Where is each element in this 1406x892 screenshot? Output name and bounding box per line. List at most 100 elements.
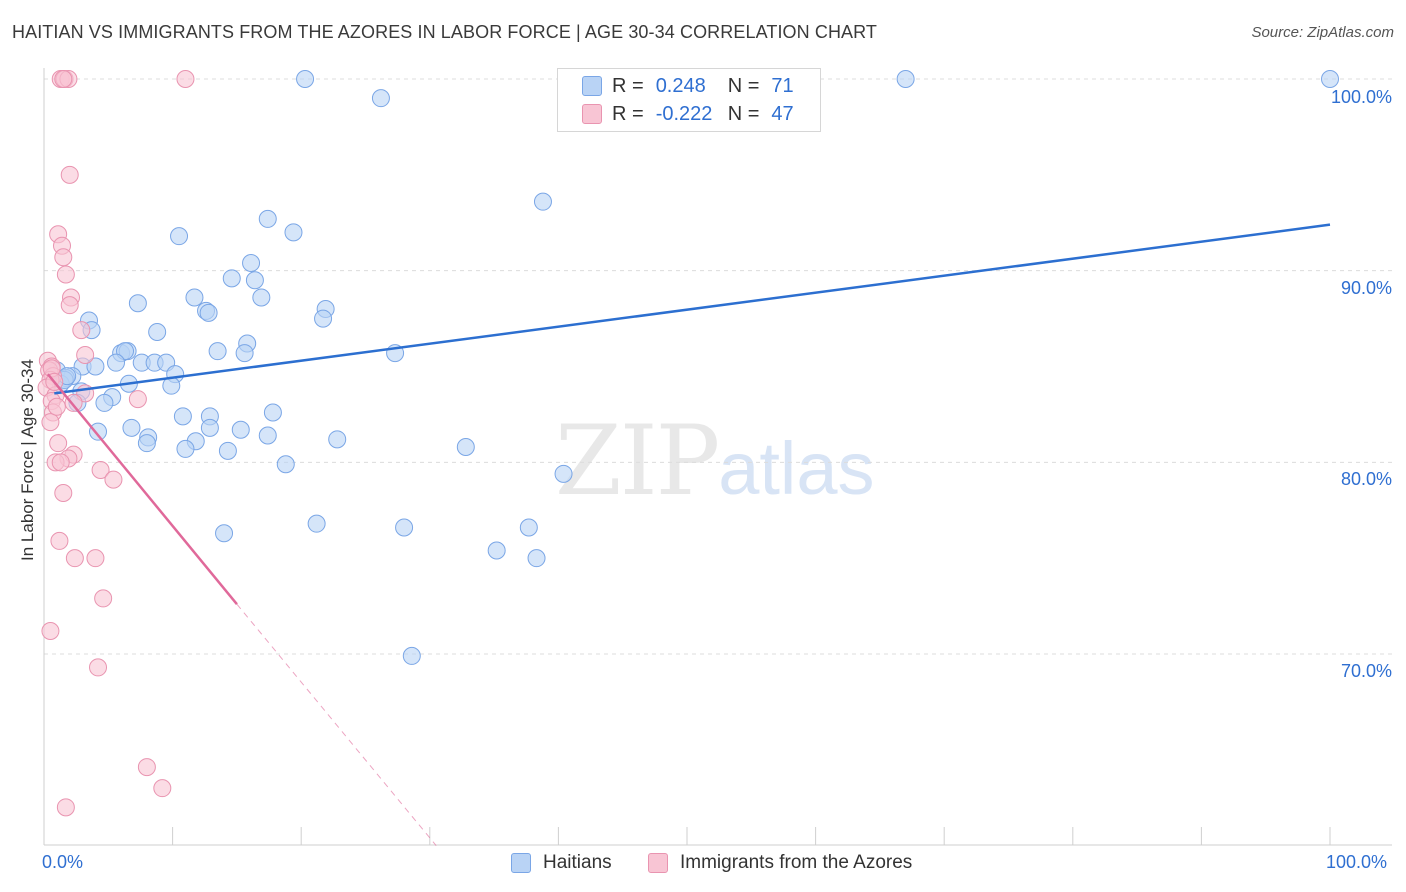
haitians-point-4 bbox=[533, 192, 552, 211]
azores-point-13 bbox=[76, 346, 95, 365]
haitians-point-66 bbox=[215, 524, 234, 543]
r-value: 0.248 bbox=[655, 74, 706, 97]
haitians-point-56 bbox=[89, 422, 108, 441]
x-tick-label-100: 100.0% bbox=[1326, 852, 1388, 872]
blue-swatch bbox=[511, 853, 531, 873]
azores-point-43 bbox=[56, 798, 75, 817]
haitians-point-12 bbox=[252, 288, 271, 307]
haitians-point-49 bbox=[122, 418, 141, 437]
azores-point-34 bbox=[54, 484, 73, 503]
azores-point-3 bbox=[54, 70, 73, 88]
azores-point-5 bbox=[60, 165, 79, 184]
azores-point-4 bbox=[176, 70, 195, 88]
trend-lines bbox=[46, 223, 1331, 846]
legend-label-haitians: Haitians bbox=[543, 852, 612, 873]
haitians-point-2 bbox=[1321, 70, 1339, 88]
watermark-zip: ZIP bbox=[555, 405, 720, 517]
azores-point-32 bbox=[91, 461, 110, 480]
haitians-point-68 bbox=[527, 549, 546, 568]
r-label: R = bbox=[612, 102, 644, 125]
axes bbox=[43, 68, 1392, 846]
correlation-legend: R = 0.248 N = 71 R = -0.222 N = 47 bbox=[557, 68, 821, 132]
pink-swatch bbox=[582, 104, 602, 124]
r-value: -0.222 bbox=[655, 102, 713, 125]
azores-point-11 bbox=[60, 296, 79, 315]
haitians-point-51 bbox=[231, 420, 250, 439]
y-tick-label-80: 80.0% bbox=[1340, 469, 1392, 489]
azores-point-26 bbox=[41, 413, 60, 432]
chart-title: HAITIAN VS IMMIGRANTS FROM THE AZORES IN… bbox=[12, 22, 878, 42]
legend-row-azores: R = -0.222 N = 47 bbox=[582, 101, 794, 127]
haitians-point-8 bbox=[222, 269, 241, 288]
azores-point-35 bbox=[50, 531, 69, 550]
legend-label-azores: Immigrants from the Azores bbox=[680, 852, 913, 873]
haitians-point-5 bbox=[258, 209, 277, 228]
haitians-point-26 bbox=[235, 344, 254, 363]
azores-point-39 bbox=[41, 622, 60, 641]
haitians-point-0 bbox=[296, 70, 315, 88]
haitians-point-20 bbox=[148, 323, 167, 342]
azores-point-8 bbox=[54, 248, 73, 267]
haitians-point-65 bbox=[519, 518, 538, 537]
haitians-point-62 bbox=[554, 464, 573, 483]
azores-point-33 bbox=[104, 470, 123, 489]
azores-trend-line bbox=[46, 373, 238, 605]
azores-point-12 bbox=[72, 321, 91, 340]
azores-point-42 bbox=[153, 779, 172, 798]
haitians-point-63 bbox=[307, 514, 326, 533]
y-tick-label-70: 70.0% bbox=[1340, 661, 1392, 681]
azores-point-40 bbox=[89, 658, 108, 677]
haitians-point-3 bbox=[371, 89, 390, 108]
r-label: R = bbox=[612, 74, 644, 97]
azores-point-27 bbox=[49, 434, 68, 453]
legend-item-haitians: Haitians bbox=[511, 852, 612, 874]
watermark: ZIPatlas bbox=[555, 405, 875, 517]
haitians-point-59 bbox=[218, 441, 237, 460]
azores-trend-extension bbox=[236, 603, 437, 846]
haitians-point-67 bbox=[487, 541, 506, 560]
haitians-point-50 bbox=[200, 418, 219, 437]
chart-source: Source: ZipAtlas.com bbox=[1251, 24, 1394, 41]
azores-points bbox=[37, 70, 195, 817]
azores-point-9 bbox=[56, 265, 75, 284]
y-tick-label-100: 100.0% bbox=[1330, 87, 1392, 107]
haitians-point-7 bbox=[170, 227, 189, 246]
haitians-point-6 bbox=[284, 223, 303, 242]
azores-point-38 bbox=[94, 589, 113, 608]
blue-swatch bbox=[582, 76, 602, 96]
haitians-point-48 bbox=[263, 403, 282, 422]
y-axis-label: In Labor Force | Age 30-34 bbox=[18, 359, 37, 561]
haitians-point-60 bbox=[276, 455, 295, 474]
haitians-point-46 bbox=[173, 407, 192, 426]
azores-point-37 bbox=[86, 549, 105, 568]
haitians-point-52 bbox=[258, 426, 277, 445]
haitians-point-28 bbox=[107, 353, 126, 372]
haitians-point-11 bbox=[185, 288, 204, 307]
legend-row-haitians: R = 0.248 N = 71 bbox=[582, 73, 794, 99]
n-label: N = bbox=[727, 102, 760, 125]
grid-lines bbox=[44, 78, 1392, 655]
haitians-point-58 bbox=[176, 439, 195, 458]
haitians-point-1 bbox=[896, 70, 915, 88]
legend-item-azores: Immigrants from the Azores bbox=[648, 852, 912, 874]
n-value: 47 bbox=[771, 102, 794, 125]
haitians-point-25 bbox=[208, 342, 227, 361]
haitians-point-35 bbox=[86, 357, 105, 376]
azores-point-46 bbox=[47, 397, 66, 416]
azores-point-23 bbox=[128, 390, 147, 409]
n-label: N = bbox=[727, 74, 760, 97]
haitians-point-57 bbox=[137, 434, 156, 453]
haitians-point-10 bbox=[242, 254, 261, 273]
haitians-point-15 bbox=[199, 303, 218, 322]
haitians-point-69 bbox=[402, 646, 421, 665]
pink-swatch bbox=[648, 853, 668, 873]
n-value: 71 bbox=[771, 74, 794, 97]
x-tick-label-0: 0.0% bbox=[42, 852, 84, 872]
haitians-point-54 bbox=[328, 430, 347, 449]
haitians-point-17 bbox=[314, 309, 333, 328]
haitians-point-13 bbox=[128, 294, 147, 313]
y-tick-label-90: 90.0% bbox=[1340, 278, 1392, 298]
series-legend: Haitians Immigrants from the Azores bbox=[0, 852, 1406, 878]
azores-point-31 bbox=[51, 453, 70, 472]
